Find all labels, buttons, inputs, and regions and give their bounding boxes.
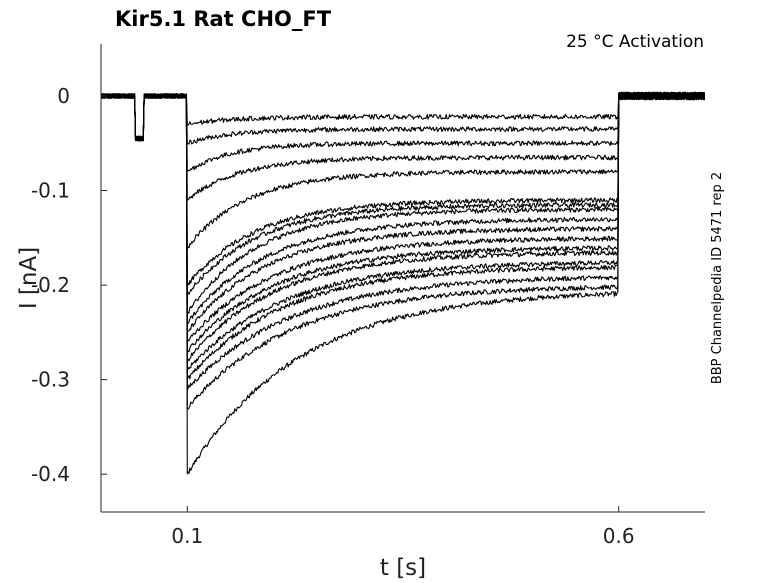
current-trace-5: [101, 91, 705, 372]
current-trace-17: [101, 91, 705, 145]
current-trace-4: [101, 91, 705, 380]
x-tick-label: 0.1: [171, 524, 203, 548]
x-axis-label: t [s]: [380, 555, 426, 581]
current-trace-7: [101, 91, 705, 353]
current-trace-2: [101, 91, 705, 410]
current-trace-3: [101, 91, 705, 391]
current-trace-15: [101, 91, 705, 201]
y-tick-label: 0: [57, 84, 70, 108]
chart-subtitle: 25 °C Activation: [566, 32, 704, 52]
y-tick-label: -0.2: [31, 273, 70, 297]
y-tick-label: -0.1: [31, 179, 70, 203]
current-trace-16: [101, 91, 705, 172]
current-trace-6: [101, 91, 705, 362]
traces-group: [101, 91, 705, 475]
y-axis-label: I [nA]: [16, 247, 42, 309]
side-note: BBP Channelpedia ID 5471 rep 2: [710, 172, 725, 384]
current-trace-8: [101, 91, 705, 343]
current-trace-9: [101, 91, 705, 332]
current-trace-18: [101, 91, 705, 142]
current-trace-10: [101, 91, 705, 324]
y-tick-label: -0.3: [31, 368, 70, 392]
current-trace-11: [101, 91, 705, 317]
current-trace-1: [101, 91, 705, 475]
y-ticks: 0 -0.1 -0.2 -0.3 -0.4: [31, 84, 107, 486]
current-trace-13: [101, 91, 705, 287]
y-tick-label: -0.4: [31, 462, 70, 486]
current-trace-12: [101, 91, 705, 295]
chart-title: Kir5.1 Rat CHO_FT: [115, 7, 332, 31]
current-trace-14: [101, 91, 705, 250]
x-ticks: 0.1 0.6: [171, 506, 635, 548]
x-tick-label: 0.6: [603, 524, 635, 548]
